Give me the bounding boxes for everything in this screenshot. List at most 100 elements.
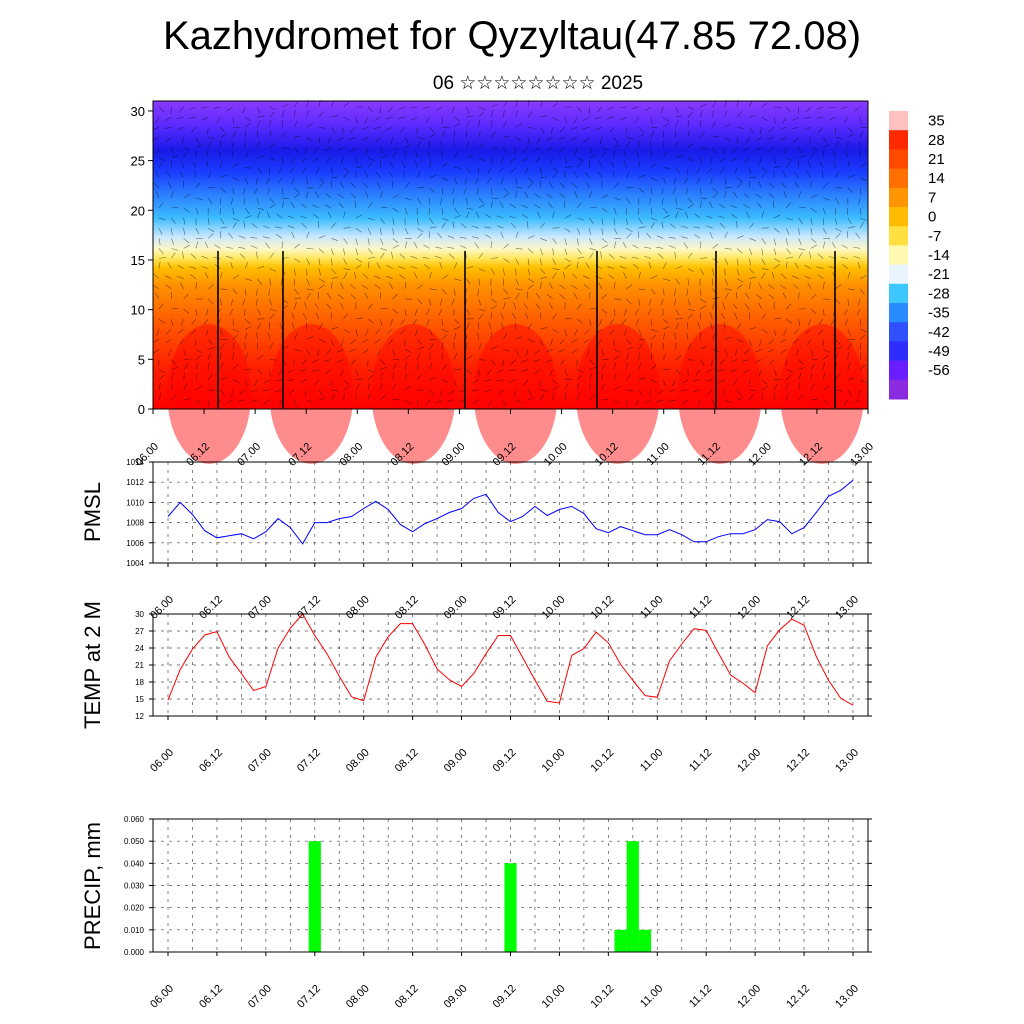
wind-barb <box>244 288 247 296</box>
wind-barb <box>164 126 172 130</box>
wind-barb <box>525 349 529 357</box>
wind-barb <box>429 377 437 380</box>
wind-barb <box>440 140 443 148</box>
wind-barb <box>195 349 203 353</box>
wind-barb <box>207 339 213 345</box>
wind-barb <box>361 285 369 290</box>
wind-barb <box>232 342 235 350</box>
x-tick-label: 10.12 <box>589 594 617 622</box>
wind-barb <box>792 284 799 290</box>
wind-barb <box>759 339 762 347</box>
wind-barb <box>294 110 296 118</box>
wind-barb <box>803 116 811 119</box>
wind-barb <box>503 101 508 108</box>
x-tick-label: 13.00 <box>833 747 861 775</box>
wind-barb <box>668 236 676 239</box>
wind-barb <box>559 284 566 290</box>
wind-barb <box>515 278 519 286</box>
wind-barb <box>540 268 546 275</box>
wind-barb <box>220 288 228 291</box>
wind-barb <box>503 349 511 352</box>
wind-barb <box>490 110 494 118</box>
wind-barb <box>686 332 689 340</box>
wind-barb <box>153 273 160 279</box>
wind-barb <box>791 126 799 130</box>
wind-barb <box>195 182 201 188</box>
wind-barb <box>675 120 679 128</box>
wind-barb <box>599 318 603 326</box>
wind-barb <box>663 352 667 360</box>
wind-barb <box>472 399 479 405</box>
wind-barb <box>552 393 555 400</box>
wind-barb <box>454 215 461 219</box>
y-tick-label: 0 <box>138 402 145 417</box>
wind-barb <box>594 116 602 119</box>
wind-barb <box>440 197 443 205</box>
wind-barb <box>429 298 431 306</box>
wind-barb <box>576 303 583 310</box>
wind-barb <box>608 253 615 259</box>
wind-barb <box>623 272 627 279</box>
wind-barb <box>736 278 744 283</box>
wind-barb <box>570 126 578 130</box>
wind-barb <box>610 161 615 168</box>
wind-barb <box>835 218 837 226</box>
wind-barb <box>232 126 240 128</box>
wind-barb <box>171 382 173 390</box>
wind-barb <box>638 174 646 178</box>
wind-barb <box>749 248 753 256</box>
wind-barb <box>244 151 250 158</box>
wind-barb <box>749 238 757 242</box>
wind-barb <box>386 126 393 131</box>
wind-barb <box>439 261 443 269</box>
wind-barb <box>216 116 221 124</box>
wind-barb <box>491 147 499 149</box>
wind-barb <box>559 293 566 300</box>
wind-barb <box>441 275 449 279</box>
wind-barb <box>755 349 762 353</box>
wind-barb <box>527 111 533 118</box>
wind-barb <box>232 334 239 340</box>
y-tick-label: 21 <box>135 661 144 670</box>
wind-barb <box>650 187 653 195</box>
wind-barb <box>503 399 506 407</box>
wind-barb <box>613 182 620 189</box>
wind-barb <box>847 175 855 178</box>
wind-barb <box>514 147 516 155</box>
wind-barb <box>453 379 457 387</box>
wind-barb <box>281 157 285 165</box>
wind-barb <box>589 366 597 370</box>
wind-barb <box>540 281 542 289</box>
wind-barb <box>835 352 839 360</box>
wind-barb <box>195 399 202 405</box>
wind-barb <box>230 197 234 205</box>
wind-barb <box>835 339 841 345</box>
wind-barb <box>540 248 543 256</box>
wind-barb <box>190 328 197 335</box>
wind-barb <box>709 312 713 320</box>
wind-barb <box>724 278 729 286</box>
wind-barb <box>644 399 652 404</box>
wind-barb <box>835 233 841 239</box>
wind-barb <box>472 225 479 229</box>
wind-barb <box>626 197 631 205</box>
wind-barb <box>466 155 474 158</box>
wind-barb <box>632 244 639 249</box>
wind-barb <box>798 291 800 299</box>
x-tick-label: 12.12 <box>784 594 812 622</box>
wind-barb <box>183 398 191 401</box>
wind-barb <box>404 399 411 405</box>
wind-barb <box>294 302 297 310</box>
wind-barb <box>267 211 270 219</box>
wind-barb <box>251 223 258 229</box>
wind-barb <box>533 359 541 362</box>
wind-barb <box>697 399 701 407</box>
wind-barb <box>712 135 720 138</box>
x-tick-label: 08.00 <box>344 594 372 622</box>
wind-barb <box>527 284 534 290</box>
wind-barb <box>171 394 177 401</box>
wind-barb <box>540 100 544 108</box>
precip-bar <box>626 841 639 952</box>
wind-barb <box>540 115 548 118</box>
wind-barb <box>661 221 664 229</box>
